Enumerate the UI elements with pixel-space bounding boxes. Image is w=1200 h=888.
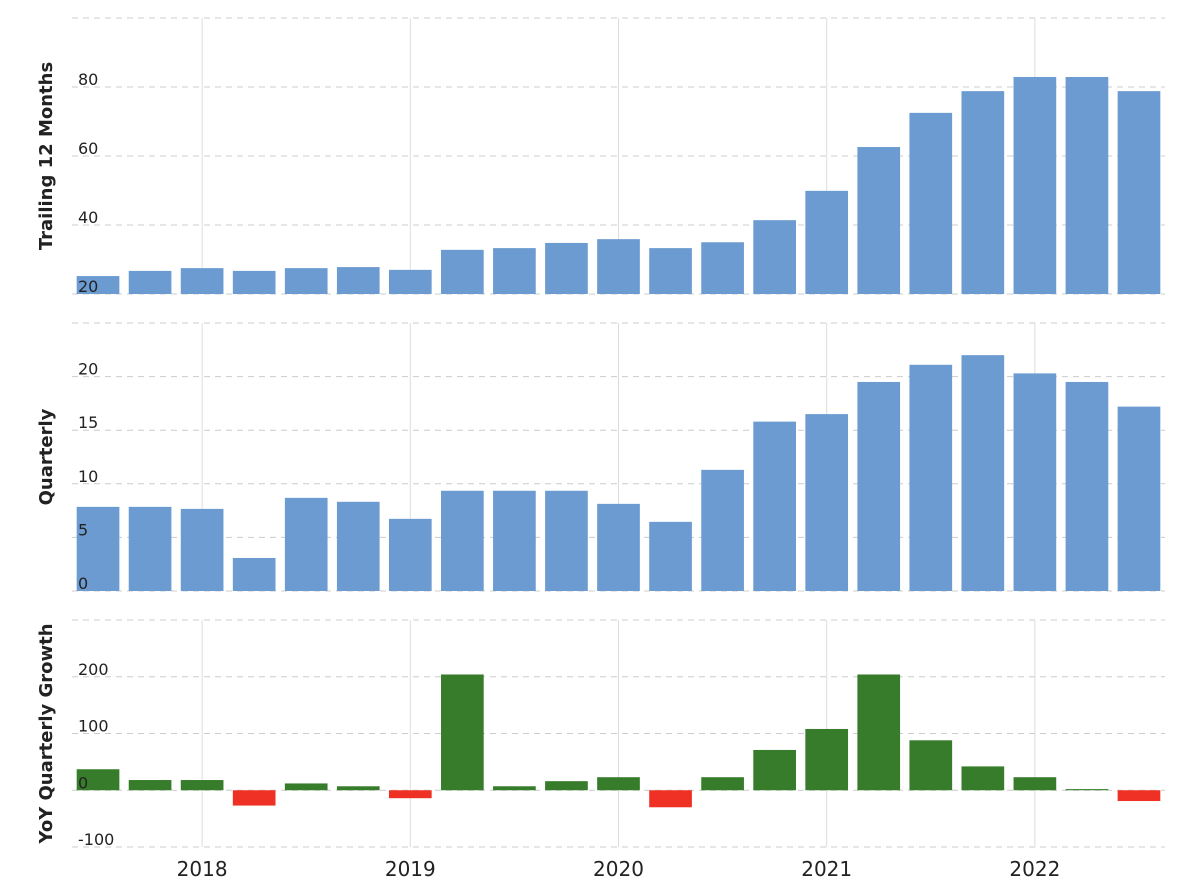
x-tick-label: 2018 bbox=[177, 857, 228, 881]
y-axis-title: YoY Quarterly Growth bbox=[36, 623, 57, 844]
bar bbox=[336, 786, 380, 791]
bar bbox=[284, 783, 328, 791]
bar bbox=[805, 190, 849, 294]
bar bbox=[649, 790, 692, 808]
bar bbox=[232, 790, 276, 806]
bar bbox=[857, 147, 901, 294]
y-tick-label: 0 bbox=[78, 773, 88, 792]
bar bbox=[441, 490, 484, 591]
bar bbox=[441, 249, 484, 294]
bar bbox=[336, 501, 380, 591]
bar bbox=[232, 557, 276, 591]
bar bbox=[545, 490, 588, 591]
bar bbox=[1117, 406, 1161, 591]
bar bbox=[336, 267, 380, 294]
y-tick-label: 200 bbox=[78, 660, 109, 679]
bar bbox=[805, 414, 849, 591]
bar bbox=[180, 780, 224, 791]
bar bbox=[701, 777, 744, 791]
bar bbox=[857, 381, 901, 591]
bar bbox=[493, 786, 536, 791]
bar bbox=[753, 220, 796, 294]
bar bbox=[388, 790, 432, 799]
bar bbox=[961, 766, 1005, 791]
bar bbox=[909, 740, 953, 791]
bar bbox=[909, 364, 953, 591]
y-tick-label: 100 bbox=[78, 717, 109, 736]
bar bbox=[649, 248, 692, 294]
y-axis-title: Trailing 12 Months bbox=[36, 62, 57, 250]
bar bbox=[1013, 777, 1057, 791]
x-tick-label: 2021 bbox=[801, 857, 852, 881]
bar bbox=[76, 769, 120, 791]
x-tick-label: 2022 bbox=[1009, 857, 1060, 881]
bar bbox=[597, 239, 640, 294]
bar bbox=[128, 506, 172, 591]
y-axis-title: Quarterly bbox=[36, 408, 57, 505]
x-tick-label: 2019 bbox=[385, 857, 436, 881]
y-tick-label: 40 bbox=[78, 208, 98, 227]
bar bbox=[857, 674, 901, 791]
bar bbox=[388, 269, 432, 294]
bar bbox=[1117, 91, 1161, 294]
bar bbox=[961, 355, 1005, 591]
bar bbox=[805, 728, 849, 791]
bar bbox=[128, 270, 172, 294]
bar bbox=[597, 503, 640, 591]
bar bbox=[701, 242, 744, 294]
bar bbox=[180, 268, 224, 294]
bar bbox=[493, 490, 536, 591]
bar bbox=[441, 674, 484, 791]
bar bbox=[128, 780, 172, 791]
bar bbox=[597, 777, 640, 791]
bar bbox=[1013, 373, 1057, 591]
bar bbox=[649, 521, 692, 591]
bar bbox=[701, 469, 744, 591]
bar bbox=[1065, 76, 1109, 295]
bar bbox=[961, 91, 1005, 294]
bar bbox=[76, 276, 120, 294]
y-tick-label: 60 bbox=[78, 139, 98, 158]
y-tick-label: 20 bbox=[78, 277, 98, 296]
bar bbox=[76, 506, 120, 591]
bar bbox=[1013, 76, 1057, 295]
y-tick-label: 10 bbox=[78, 467, 98, 486]
bar bbox=[1117, 790, 1161, 802]
bar bbox=[545, 242, 588, 294]
bar bbox=[753, 421, 796, 591]
bar bbox=[545, 781, 588, 791]
y-tick-label: 15 bbox=[78, 413, 98, 432]
y-tick-label: 80 bbox=[78, 70, 98, 89]
bar bbox=[388, 518, 432, 591]
bar bbox=[493, 248, 536, 294]
bar bbox=[753, 749, 796, 791]
bar bbox=[180, 508, 224, 591]
y-tick-label: -100 bbox=[78, 830, 114, 849]
bar bbox=[284, 268, 328, 294]
bar bbox=[284, 497, 328, 591]
y-tick-label: 0 bbox=[78, 574, 88, 593]
x-tick-label: 2020 bbox=[593, 857, 644, 881]
y-tick-label: 5 bbox=[78, 520, 88, 539]
bar bbox=[232, 270, 276, 294]
bar bbox=[1065, 381, 1109, 591]
bar bbox=[909, 112, 953, 294]
bar bbox=[1065, 789, 1109, 791]
y-tick-label: 20 bbox=[78, 360, 98, 379]
